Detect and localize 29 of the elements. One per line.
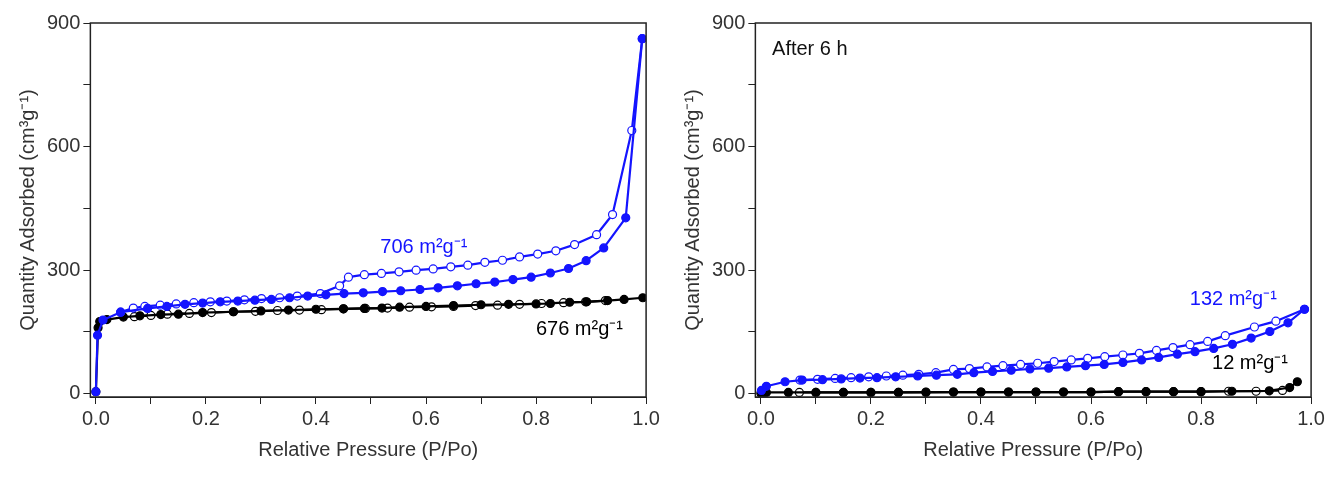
- annotation: 706 m²g⁻¹: [380, 234, 468, 257]
- x-tick-label: 0.4: [967, 406, 995, 429]
- y-tick-label: 600: [46, 134, 81, 157]
- y-tick-label: 0: [69, 381, 81, 404]
- x-axis-title: Relative Pressure (P/Po): [258, 437, 479, 460]
- x-tick-label: 0.0: [746, 406, 775, 429]
- y-tick-label: 0: [734, 381, 746, 404]
- x-axis-title: Relative Pressure (P/Po): [923, 437, 1144, 460]
- x-tick-label: 0.8: [522, 406, 550, 429]
- y-tick-label: 600: [711, 134, 746, 157]
- x-tick-label: 0.0: [81, 406, 110, 429]
- y-tick-label: 900: [46, 10, 81, 33]
- x-tick-label: 0.2: [192, 406, 220, 429]
- y-axis-title: Quantity Adsorbed (cm³g⁻¹): [680, 89, 703, 331]
- x-tick-label: 0.4: [302, 406, 330, 429]
- y-tick-label: 900: [711, 10, 746, 33]
- annotation: 132 m²g⁻¹: [1189, 287, 1278, 310]
- x-tick-label: 0.2: [857, 406, 885, 429]
- y-tick-label: 300: [711, 257, 746, 280]
- annotation: 676 m²g⁻¹: [535, 317, 624, 340]
- annotation: 12 m²g⁻¹: [1212, 350, 1289, 373]
- y-tick-label: 300: [46, 257, 81, 280]
- x-tick-label: 1.0: [632, 406, 660, 429]
- x-tick-label: 0.6: [412, 406, 440, 429]
- x-tick-label: 1.0: [1297, 406, 1325, 429]
- x-tick-label: 0.8: [1187, 406, 1215, 429]
- annotation: After 6 h: [772, 36, 848, 59]
- y-axis-title: Quantity Adsorbed (cm³g⁻¹): [15, 89, 38, 331]
- x-tick-label: 0.6: [1077, 406, 1105, 429]
